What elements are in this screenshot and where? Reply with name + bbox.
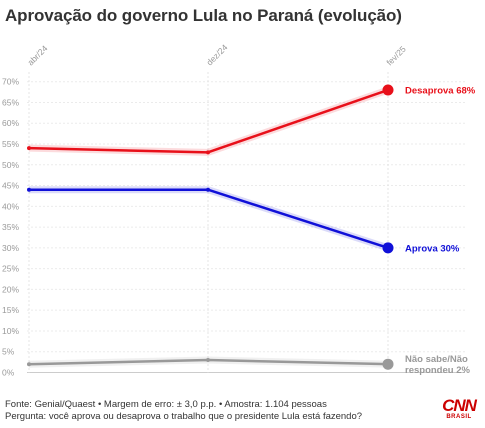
series-point [206, 358, 210, 363]
x-tick-label: abr/24 [25, 43, 49, 67]
y-tick-label: 10% [2, 326, 19, 336]
x-axis-labels: abr/24 dez/24 fev/25 [25, 42, 408, 67]
logo-sub-text: BRASIL [446, 414, 472, 420]
series-end-label-line: Desaprova 68% [405, 86, 476, 97]
y-tick-label: 50% [2, 160, 19, 170]
source-note: Fonte: Genial/Quaest • Margem de erro: ±… [5, 399, 327, 410]
x-tick-label: dez/24 [204, 42, 229, 67]
cnn-brasil-logo: CNN BRASIL [441, 397, 477, 421]
series-point [27, 187, 31, 192]
y-tick-label: 30% [2, 243, 19, 253]
series-end-point [382, 358, 394, 370]
series-points [27, 84, 394, 370]
y-tick-label: 15% [2, 305, 19, 315]
series-point [206, 150, 210, 155]
y-tick-label: 5% [2, 347, 15, 357]
y-tick-label: 60% [2, 118, 19, 128]
y-tick-label: 25% [2, 264, 19, 274]
grid [27, 72, 465, 373]
series-glow [29, 186, 390, 252]
series-end-label: Desaprova 68% [405, 86, 476, 97]
series-end-label: Não sabe/Não respondeu 2% [405, 354, 470, 376]
x-tick-label: fev/25 [384, 44, 408, 68]
y-tick-label: 70% [2, 77, 19, 87]
series-point [27, 362, 31, 367]
series-end-labels: Desaprova 68% Aprova 30% Não sabe/Não respo… [405, 86, 476, 377]
series-end-label-line: Não sabe/Não [405, 354, 468, 365]
series-point [27, 146, 31, 151]
y-tick-label: 35% [2, 222, 19, 232]
line-chart: 0% 5% 10% 15% 20% 25% 30% 35% 40% 45% 50% 55% 60% 65%… [2, 42, 476, 378]
logo-main-text: CNN [442, 396, 477, 415]
series-end-point [382, 84, 394, 96]
y-tick-label: 55% [2, 139, 19, 149]
y-axis-ticks: 0% 5% 10% 15% 20% 25% 30% 35% 40% 45% 50% 55% 60% 65%… [2, 77, 19, 378]
series-end-label-line: respondeu 2% [405, 365, 470, 376]
series-line [29, 188, 389, 250]
series-end-label-line: Aprova 30% [405, 243, 460, 254]
y-tick-label: 45% [2, 181, 19, 191]
series-point [206, 187, 210, 192]
series-end-point [382, 242, 394, 254]
y-tick-label: 40% [2, 201, 19, 211]
chart-title: Aprovação do governo Lula no Paraná (evo… [5, 6, 402, 25]
y-tick-label: 65% [2, 97, 19, 107]
footer: Fonte: Genial/Quaest • Margem de erro: ±… [5, 399, 362, 423]
series-end-label: Aprova 30% [405, 243, 460, 254]
question-note: Pergunta: você aprova ou desaprova o tra… [5, 411, 363, 422]
y-tick-label: 20% [2, 284, 19, 294]
y-tick-label: 0% [2, 368, 15, 378]
